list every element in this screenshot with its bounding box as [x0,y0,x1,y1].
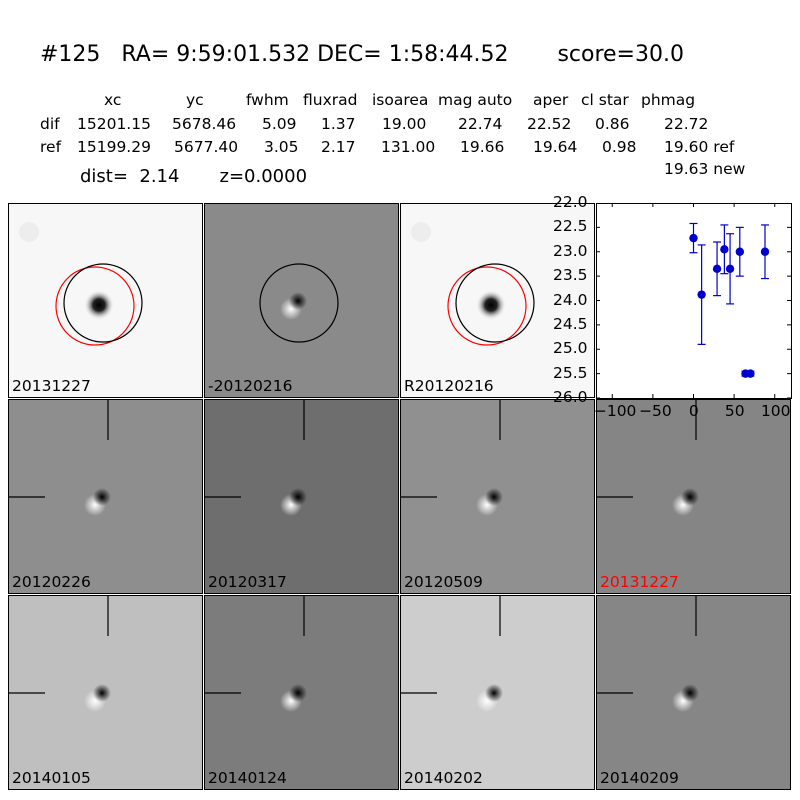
cutout-image [597,596,699,712]
panel-date-label: -20120216 [208,377,293,395]
cutout-image [205,596,307,712]
y-tick-label: 25.0 [553,339,588,358]
panel-date-label: 20131227 [12,377,91,395]
cutout-image [401,596,503,712]
panel-date-label: 20140202 [404,769,483,787]
panel-date-label: 20120317 [208,573,287,591]
image-cutout-panel: 20140124 [204,595,399,790]
data-point [720,245,729,254]
image-cutout-panel: -20120216 [204,203,399,398]
column-header: phmag [641,91,696,109]
image-cutout-panel: 20131227 [596,399,791,594]
data-point [697,290,706,299]
y-tick-label: 23.5 [553,266,588,285]
panel-date-label: 20131227 [600,573,679,591]
cell-value: 22.72 [664,115,709,133]
image-cutout-panel: 20120226 [8,399,203,594]
cutout-image [9,400,111,516]
y-tick-label: 22.0 [553,193,588,211]
data-point [712,264,722,274]
table-row-ref: ref 15199.29 5677.40 3.05 2.17 131.00 19.66 19.… [0,138,800,158]
y-tick-label: 22.5 [553,217,588,236]
data-point [689,233,698,243]
column-header: mag auto [438,91,513,109]
cutout-image [411,222,535,346]
cell-value: 19.66 [460,138,505,156]
column-header: xc [104,91,122,109]
cell-value: 2.17 [321,138,356,156]
cell-value: 5677.40 [174,138,239,156]
column-header: fluxrad [303,91,358,109]
y-tick-label: 24.0 [553,290,588,309]
column-header: yc [186,91,204,109]
image-cutout-panel: 20140202 [400,595,595,790]
panel-date-label: 20120509 [404,573,483,591]
cell-value: 19.00 [382,115,427,133]
panel-date-label: 20140124 [208,769,287,787]
image-cutout-panel: 20140105 [8,595,203,790]
data-point [746,369,755,378]
cell-value: 5678.46 [172,115,237,133]
cutout-image [19,222,143,346]
cutout-image [205,400,307,516]
cell-value: 15201.15 [77,115,151,133]
data-point [760,247,770,256]
table-row-dif: dif 15201.15 5678.46 5.09 1.37 19.00 22.74 22.5… [0,115,800,135]
cell-value: 0.86 [595,115,630,133]
cell-value: 15199.29 [77,138,151,156]
page-title: #125 RA= 9:59:01.532 DEC= 1:58:44.52 sco… [40,42,684,67]
row-name: ref [40,138,62,156]
y-tick-label: 23.0 [553,241,588,260]
panel-date-label: 20140105 [12,769,91,787]
y-tick-label: 25.5 [553,363,588,382]
y-tick-label: 26.0 [553,388,588,406]
y-tick-label: 24.5 [553,314,588,333]
column-header: isoarea [372,91,429,109]
x-tick-label: −50 [639,402,672,420]
cell-value: 3.05 [264,138,299,156]
magnitude-lightcurve-chart [596,203,792,399]
cell-value: 22.52 [527,115,572,133]
x-tick-label: 100 [760,402,791,420]
cutout-image [9,596,111,712]
image-cutout-panel: 20140209 [596,595,791,790]
cutout-image [259,263,339,343]
column-header: aper [533,91,569,109]
cutout-image [597,400,699,516]
column-header: fwhm [246,91,289,109]
dist-redshift-line: dist= 2.14 z=0.0000 [80,166,308,187]
x-tick-label: −100 [593,402,637,420]
cell-value: 22.74 [458,115,503,133]
phmag-new-value: 19.63 new [664,160,746,178]
cell-value: 131.00 [381,138,436,156]
data-point [725,264,735,274]
panel-date-label: R20120216 [404,377,494,395]
cell-value: 5.09 [262,115,297,133]
image-cutout-panel: 20120509 [400,399,595,594]
table-header: xc yc fwhm fluxrad isoarea mag auto aper cl sta… [0,91,800,111]
image-cutout-panel: R20120216 [400,203,595,398]
cell-value: 0.98 [602,138,637,156]
column-header: cl star [581,91,629,109]
cell-value: 19.60 ref [664,138,735,156]
image-cutout-panel: 20120317 [204,399,399,594]
x-tick-label: 0 [688,402,699,420]
cell-value: 1.37 [321,115,356,133]
panel-date-label: 20140209 [600,769,679,787]
cutout-image [401,400,503,516]
panel-date-label: 20120226 [12,573,91,591]
cell-value: 19.64 [533,138,578,156]
row-name: dif [40,115,60,133]
image-cutout-panel: 20131227 [8,203,203,398]
data-point [735,247,745,256]
x-tick-label: 50 [724,402,745,420]
